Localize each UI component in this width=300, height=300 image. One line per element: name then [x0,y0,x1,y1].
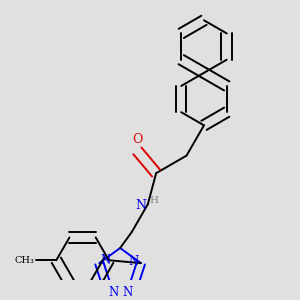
Text: N: N [100,254,111,267]
Text: N: N [128,255,139,268]
Text: O: O [132,134,142,146]
Text: N: N [122,286,132,299]
Text: N: N [108,286,118,299]
Text: CH₃: CH₃ [15,256,34,265]
Text: H: H [150,196,159,205]
Text: N: N [135,199,146,212]
